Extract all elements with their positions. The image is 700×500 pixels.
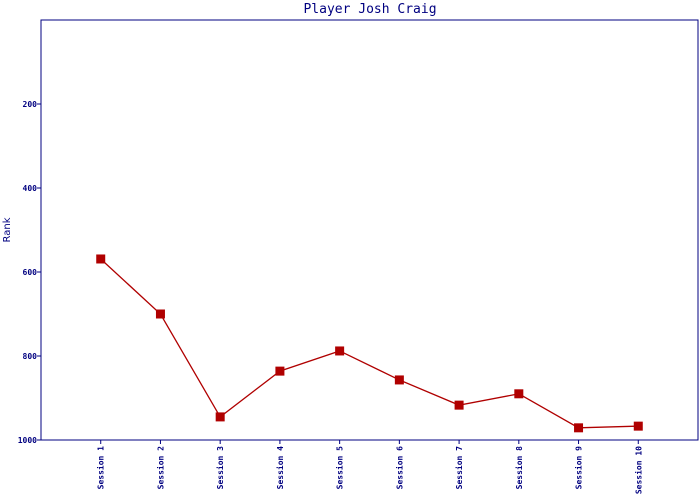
x-tick-label: Session 9 bbox=[574, 446, 584, 490]
marker bbox=[155, 309, 165, 319]
line bbox=[100, 258, 639, 429]
x-tick-label: Session 5 bbox=[335, 446, 345, 490]
x-tick-label: Session 7 bbox=[454, 446, 464, 490]
x-tick-label: Session 3 bbox=[215, 446, 225, 490]
y-tick-label: 600 bbox=[23, 268, 38, 277]
marker bbox=[574, 423, 584, 433]
x-tick-label: Session 6 bbox=[394, 446, 404, 490]
marker bbox=[96, 254, 106, 264]
marker bbox=[394, 375, 404, 385]
x-tick-label: Session 8 bbox=[514, 446, 524, 490]
marker bbox=[633, 421, 643, 431]
y-tick-label: 1000 bbox=[18, 436, 37, 445]
x-tick-label: Session 2 bbox=[155, 446, 165, 490]
marker bbox=[335, 346, 345, 356]
y-tick-label: 200 bbox=[23, 100, 38, 109]
y-tick-label: 800 bbox=[23, 352, 38, 361]
x-tick-label: Session 1 bbox=[96, 446, 106, 490]
marker bbox=[275, 366, 285, 376]
marker bbox=[514, 389, 524, 399]
x-tick-label: Session 4 bbox=[275, 446, 285, 490]
marker bbox=[215, 412, 225, 422]
x-tick-label: Session 10 bbox=[633, 446, 643, 494]
plot-frame bbox=[40, 19, 699, 441]
y-tick-label: 400 bbox=[23, 184, 38, 193]
y-axis-label: Rank bbox=[2, 217, 13, 242]
marker bbox=[454, 400, 464, 410]
chart-title: Player Josh Craig bbox=[303, 2, 436, 17]
